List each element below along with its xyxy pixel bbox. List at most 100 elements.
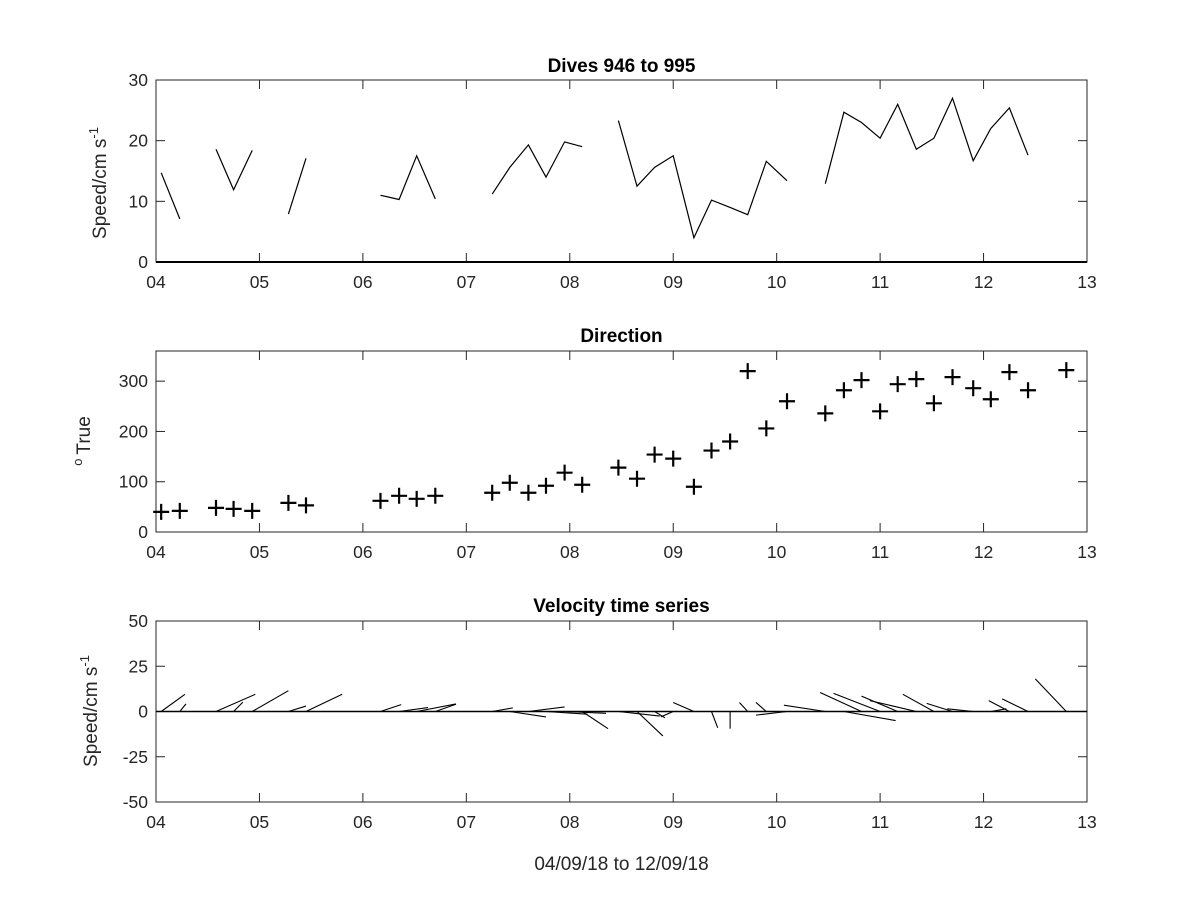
direction-marker <box>944 369 961 386</box>
direction-marker <box>244 502 261 519</box>
velocity-vector <box>288 705 307 713</box>
velocity-y-tick-label: -25 <box>123 747 148 767</box>
velocity-vector <box>673 701 695 713</box>
direction-marker <box>408 490 425 507</box>
velocity-vector <box>843 710 896 722</box>
speed-x-tick-label: 10 <box>767 272 787 292</box>
direction-marker <box>427 487 444 504</box>
direction-x-tick-label: 12 <box>974 542 993 562</box>
speed-chart-title: Dives 946 to 995 <box>548 56 696 77</box>
direction-marker <box>1001 364 1018 381</box>
direction-marker <box>889 376 906 393</box>
velocity-x-tick-label: 13 <box>1077 812 1096 832</box>
velocity-x-tick-label: 11 <box>871 812 889 832</box>
direction-marker <box>280 494 297 511</box>
velocity-x-tick-label: 08 <box>560 812 579 832</box>
speed-x-tick-label: 04 <box>146 272 166 292</box>
velocity-vector <box>1001 698 1029 712</box>
direction-marker <box>629 470 646 487</box>
direction-marker <box>537 477 554 494</box>
velocity-vector <box>380 704 402 713</box>
direction-y-tick-label: 300 <box>119 371 148 391</box>
speed-x-tick-label: 08 <box>560 272 579 292</box>
direction-y-axis-label: o True <box>70 416 95 466</box>
direction-x-tick-label: 11 <box>871 542 889 562</box>
direction-x-tick-label: 04 <box>146 542 166 562</box>
speed-x-tick-label: 06 <box>353 272 372 292</box>
velocity-y-tick-label: 0 <box>138 702 148 722</box>
direction-marker <box>685 478 702 495</box>
speed-x-tick-label: 05 <box>250 272 269 292</box>
velocity-vector <box>435 703 457 713</box>
velocity-vector <box>755 710 788 716</box>
velocity-vector <box>179 703 187 712</box>
direction-marker <box>297 497 314 514</box>
direction-plot-area: 04 05 06 07 08 09 10 11 12 13 0 100 200 300 <box>119 350 1097 562</box>
speed-series-segment <box>380 154 436 201</box>
velocity-vector <box>509 710 547 718</box>
velocity-vector <box>233 701 244 712</box>
velocity-vector <box>636 711 664 737</box>
x-axis-label: 04/09/18 to 12/09/18 <box>534 854 708 875</box>
velocity-vector <box>869 700 917 713</box>
direction-marker <box>225 500 242 517</box>
speed-y-axis-label: Speed/cm s-1 <box>86 127 111 239</box>
velocity-vector <box>710 711 719 728</box>
speed-y-axis-label-exponent: -1 <box>86 127 101 139</box>
direction-marker <box>574 476 591 493</box>
direction-marker <box>391 487 408 504</box>
direction-marker <box>372 492 389 509</box>
direction-y-tick-label: 200 <box>119 421 148 441</box>
speed-series-segment <box>617 120 788 240</box>
velocity-vector <box>902 693 935 712</box>
direction-marker <box>908 371 925 388</box>
direction-x-tick-label: 09 <box>663 542 682 562</box>
direction-chart-title: Direction <box>580 326 662 347</box>
direction-marker <box>207 499 224 516</box>
speed-x-tick-label: 11 <box>871 272 889 292</box>
direction-marker <box>853 372 870 389</box>
velocity-x-tick-label: 07 <box>457 812 476 832</box>
direction-marker <box>484 484 501 501</box>
direction-marker <box>872 403 889 420</box>
direction-marker <box>556 464 573 481</box>
direction-marker <box>171 502 188 519</box>
direction-axes-box <box>155 350 1088 533</box>
speed-y-tick-label: 20 <box>129 131 149 151</box>
direction-marker <box>610 459 627 476</box>
direction-panel: Direction o True 04 05 06 07 08 09 10 11 12 13 0 100… <box>70 326 1097 562</box>
velocity-vector <box>654 711 666 719</box>
velocity-vector <box>416 703 457 713</box>
direction-marker <box>1020 382 1037 399</box>
velocity-vector <box>492 707 513 713</box>
velocity-vector <box>833 692 881 713</box>
velocity-vector <box>545 710 588 715</box>
direction-marker <box>739 363 756 380</box>
speed-series-segment <box>215 148 253 192</box>
direction-x-tick-label: 08 <box>560 542 579 562</box>
velocity-vector <box>947 708 974 713</box>
velocity-vector <box>215 693 256 713</box>
velocity-vector <box>819 691 862 712</box>
velocity-y-tick-label: 25 <box>129 656 148 676</box>
direction-marker <box>703 442 720 459</box>
direction-marker <box>835 382 852 399</box>
direction-marker <box>153 503 170 520</box>
velocity-x-tick-label: 04 <box>146 812 166 832</box>
velocity-panel: Velocity time series Speed/cm s-1 04 05 06… <box>77 596 1097 875</box>
speed-x-tick-label: 12 <box>974 272 993 292</box>
direction-x-tick-label: 06 <box>353 542 372 562</box>
speed-series-segment <box>824 96 1029 184</box>
direction-marker <box>1058 362 1075 379</box>
velocity-vector <box>755 702 767 712</box>
direction-x-tick-label: 10 <box>767 542 787 562</box>
velocity-y-axis-label-exponent: -1 <box>77 655 92 667</box>
velocity-vector <box>399 706 429 713</box>
velocity-x-tick-label: 09 <box>663 812 682 832</box>
velocity-x-tick-label: 05 <box>250 812 269 832</box>
speed-plot-area: 04 05 06 07 08 09 10 11 12 13 0 10 20 30 <box>129 70 1097 292</box>
direction-marker <box>665 450 682 467</box>
direction-marker <box>501 474 518 491</box>
velocity-vector <box>783 704 826 713</box>
